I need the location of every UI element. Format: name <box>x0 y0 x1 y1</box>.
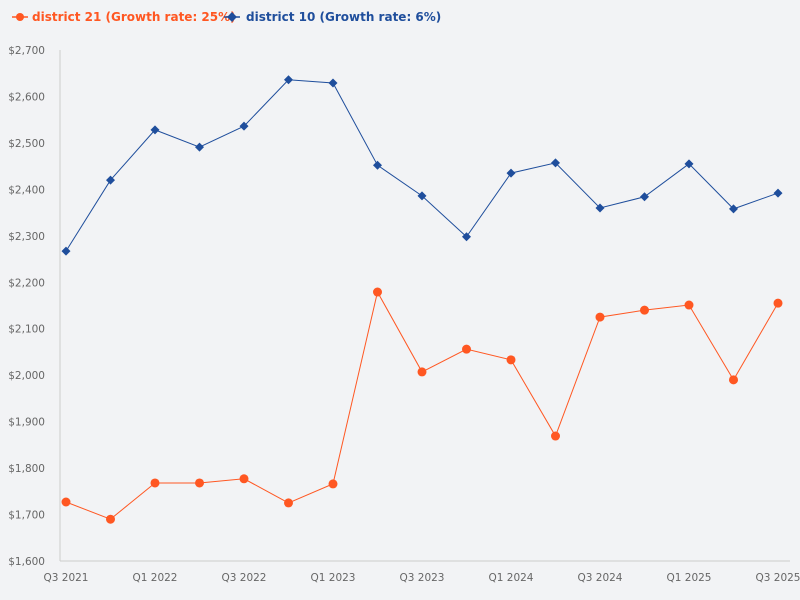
x-tick-label: Q1 2024 <box>488 572 533 584</box>
data-point[interactable] <box>328 78 338 88</box>
x-tick-label: Q3 2024 <box>577 572 622 584</box>
x-tick-label: Q3 2022 <box>221 572 266 584</box>
y-tick-label: $1,600 <box>8 556 45 568</box>
data-point[interactable] <box>506 168 516 178</box>
y-tick-label: $2,500 <box>8 138 45 150</box>
y-tick-label: $2,100 <box>8 324 45 336</box>
data-point[interactable] <box>239 121 249 131</box>
data-point[interactable] <box>284 498 293 508</box>
data-point[interactable] <box>773 298 783 308</box>
legend-label: district 21 (Growth rate: 25%) <box>32 10 236 24</box>
data-point[interactable] <box>729 204 738 214</box>
data-point[interactable] <box>551 158 560 168</box>
legend-circle-marker-icon <box>16 13 24 21</box>
y-tick-label: $2,400 <box>8 184 45 196</box>
y-tick-label: $1,800 <box>8 463 45 475</box>
y-tick-label: $2,000 <box>8 370 45 382</box>
y-axis: $1,600 $1,700 $1,800 $1,900 $2,000 $2,100 $2,2… <box>8 45 45 568</box>
data-point[interactable] <box>551 431 560 441</box>
data-point[interactable] <box>462 344 471 354</box>
series-line <box>65 290 779 520</box>
legend: district 21 (Growth rate: 25%) district … <box>12 10 441 24</box>
data-point[interactable] <box>239 474 249 484</box>
x-tick-label: Q3 2021 <box>43 572 88 584</box>
data-point[interactable] <box>195 478 204 488</box>
x-axis: Q3 2021 Q1 2022 Q3 2022 Q1 2023 Q3 2023 Q1 20… <box>43 572 800 584</box>
data-point[interactable] <box>595 203 605 213</box>
legend-item-series-1[interactable]: district 10 (Growth rate: 6%) <box>224 10 441 24</box>
data-point[interactable] <box>195 142 204 152</box>
data-point[interactable] <box>773 188 783 198</box>
y-tick-label: $1,700 <box>8 510 45 522</box>
data-point[interactable] <box>373 287 382 297</box>
data-point[interactable] <box>506 355 516 365</box>
data-point[interactable] <box>150 478 160 488</box>
x-tick-label: Q1 2022 <box>132 572 177 584</box>
x-tick-label: Q3 2023 <box>399 572 444 584</box>
data-point[interactable] <box>640 305 649 315</box>
legend-label: district 10 (Growth rate: 6%) <box>246 10 441 24</box>
x-tick-label: Q1 2023 <box>310 572 355 584</box>
data-point[interactable] <box>417 367 427 377</box>
y-tick-label: $2,700 <box>8 45 45 57</box>
data-point[interactable] <box>729 375 738 385</box>
data-point[interactable] <box>106 514 115 524</box>
data-point[interactable] <box>462 232 471 242</box>
data-point[interactable] <box>328 479 338 489</box>
y-tick-label: $2,300 <box>8 231 45 243</box>
series-line <box>65 79 779 252</box>
y-tick-label: $2,600 <box>8 91 45 103</box>
series-0 <box>61 287 783 524</box>
data-point[interactable] <box>373 160 382 170</box>
legend-item-series-0[interactable]: district 21 (Growth rate: 25%) <box>12 10 236 24</box>
series-1 <box>61 75 783 256</box>
y-tick-label: $1,900 <box>8 417 45 429</box>
x-tick-label: Q1 2025 <box>666 572 711 584</box>
legend-diamond-marker-icon <box>227 12 237 22</box>
data-point[interactable] <box>417 191 427 201</box>
data-point[interactable] <box>150 125 160 135</box>
data-point[interactable] <box>61 497 71 507</box>
data-point[interactable] <box>106 175 115 185</box>
x-tick-label: Q3 2025 <box>755 572 800 584</box>
data-point[interactable] <box>595 312 605 322</box>
data-point[interactable] <box>61 246 71 256</box>
data-point[interactable] <box>284 75 293 85</box>
plot-area <box>61 75 783 524</box>
data-point[interactable] <box>684 300 694 310</box>
y-tick-label: $2,200 <box>8 277 45 289</box>
data-point[interactable] <box>640 192 649 202</box>
data-point[interactable] <box>684 159 694 169</box>
